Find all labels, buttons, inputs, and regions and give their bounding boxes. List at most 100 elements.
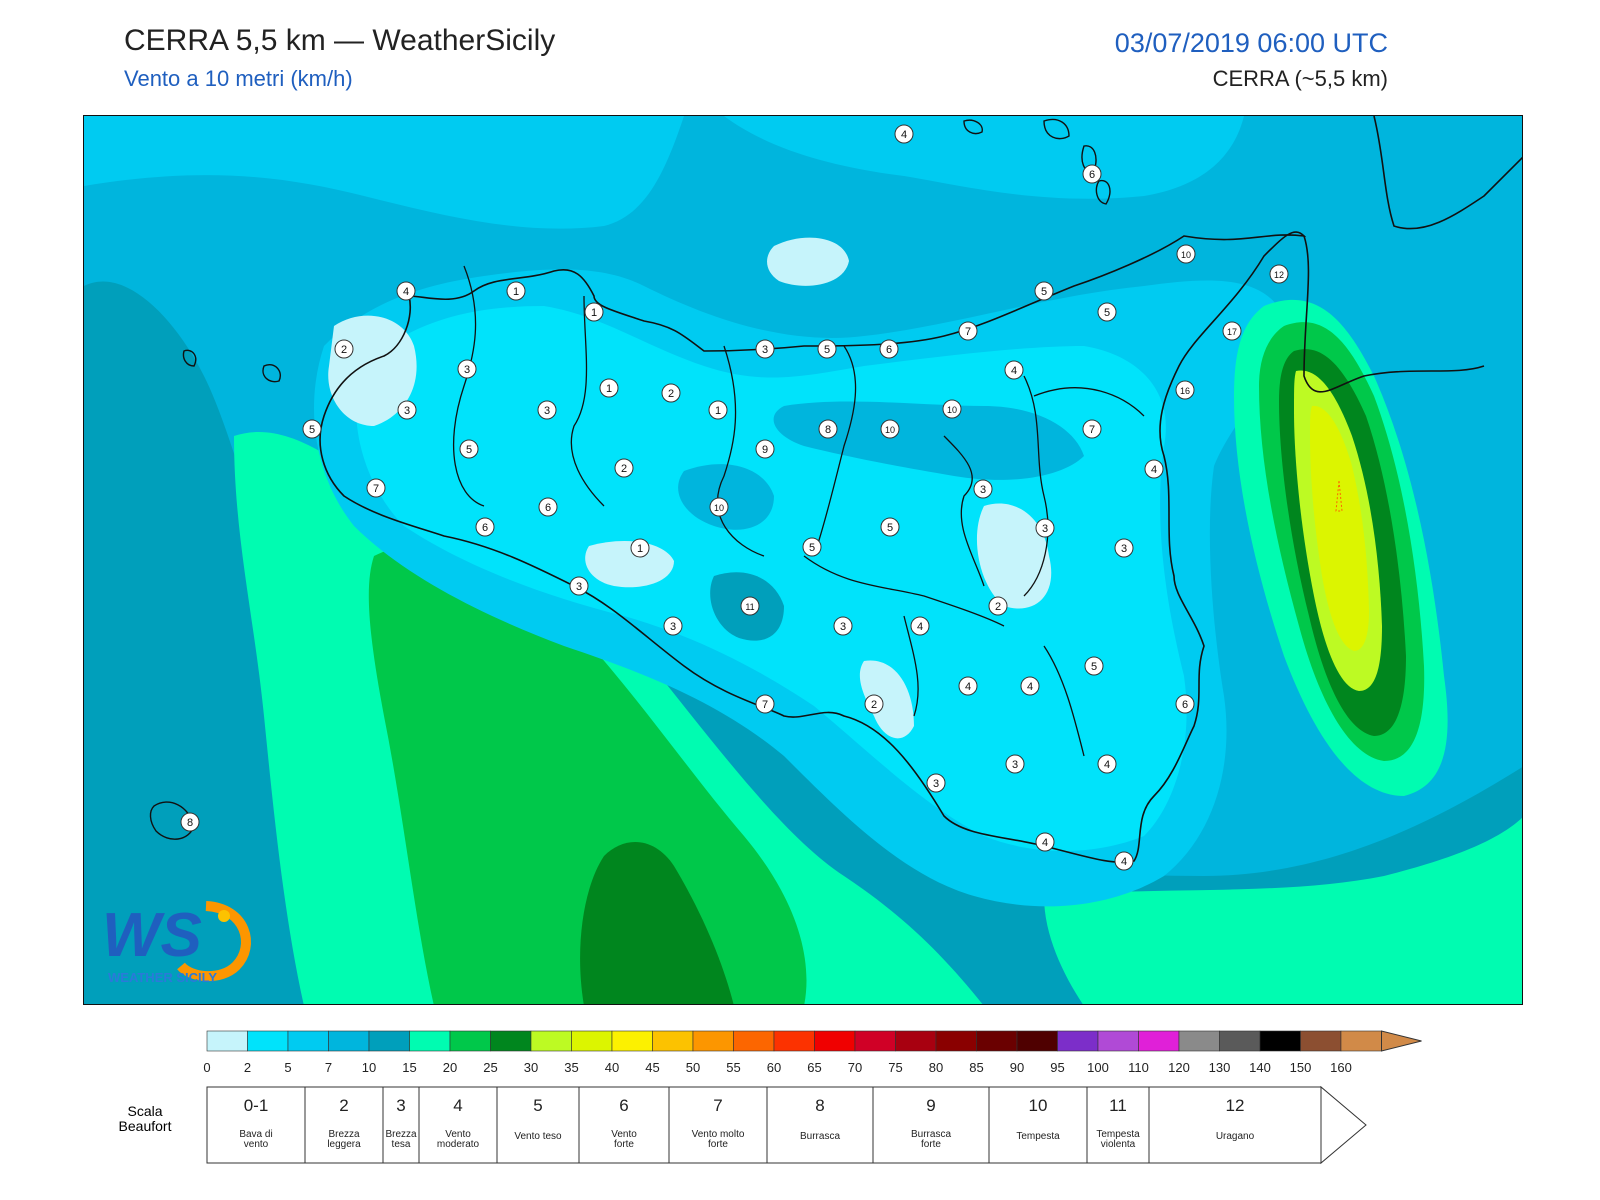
station-caltanissetta: 5 xyxy=(802,537,822,557)
colorbar-swatch xyxy=(814,1030,856,1052)
station-value: 4 xyxy=(901,129,907,141)
beaufort-description: tesa xyxy=(392,1139,411,1150)
colorbar-tick: 75 xyxy=(888,1060,902,1075)
logo-sun-arc xyxy=(177,901,251,982)
station-adrano: 3 xyxy=(973,479,993,499)
station-value: 6 xyxy=(886,344,892,356)
station-pantelleria: 8 xyxy=(180,812,200,832)
colorbar-tick: 130 xyxy=(1209,1060,1231,1075)
beaufort-description: forte xyxy=(921,1139,941,1150)
station-bagheria: 1 xyxy=(708,400,728,420)
station-value: 12 xyxy=(1274,270,1284,280)
colorbar-tick: 40 xyxy=(605,1060,619,1075)
station-value: 17 xyxy=(1227,327,1237,337)
colorbar-tick: 55 xyxy=(726,1060,740,1075)
logo-graphic: WS WEATHER SICILY xyxy=(102,901,251,985)
station-marker xyxy=(569,576,589,596)
station-marker xyxy=(1175,694,1195,714)
station-value: 3 xyxy=(404,405,410,417)
station-marsala: 3 xyxy=(457,359,477,379)
wind-map: 4 6 4 1 1 2 3 5 3 3 1 2 1 5 2 3 5 6 7 5 5 10 12 17 16 4 9 10 8 10 7 4 6 6… xyxy=(83,115,1523,1005)
colorbar-swatches xyxy=(206,1030,1382,1052)
station-nebrodi: 4 xyxy=(1004,360,1024,380)
station-marker xyxy=(1082,164,1102,184)
station-marker xyxy=(1222,321,1242,341)
station-marker xyxy=(1035,832,1055,852)
colorbar-tick: 30 xyxy=(524,1060,538,1075)
colorbar-tick: 90 xyxy=(1010,1060,1024,1075)
station-value: 4 xyxy=(1121,856,1127,868)
station-marker xyxy=(334,339,354,359)
station-ustica: 4 xyxy=(894,124,914,144)
station-value: 2 xyxy=(871,699,877,711)
station-catania: 3 xyxy=(1114,538,1134,558)
colorbar-swatch xyxy=(1340,1030,1382,1052)
logo-caption: WEATHER SICILY xyxy=(108,970,217,985)
colorbar-tick: 25 xyxy=(483,1060,497,1075)
colorbar-tick: 20 xyxy=(443,1060,457,1075)
station-marker xyxy=(1005,754,1025,774)
colorbar-tick: 2 xyxy=(244,1060,251,1075)
colorbar-swatch xyxy=(935,1030,977,1052)
station-marker xyxy=(942,399,962,419)
station-value: 3 xyxy=(1121,543,1127,555)
station-value: 3 xyxy=(464,364,470,376)
station-paterno: 3 xyxy=(1035,518,1055,538)
station-marker xyxy=(880,419,900,439)
station-bivona: 1 xyxy=(630,538,650,558)
beaufort-number: 6 xyxy=(619,1096,628,1115)
station-marker xyxy=(180,812,200,832)
station-marker xyxy=(599,378,619,398)
wind-band-15-20-se xyxy=(1044,817,1522,1004)
station-milazzo-area: 5 xyxy=(1034,281,1054,301)
beaufort-number: 4 xyxy=(453,1096,462,1115)
colorbar-swatch xyxy=(611,1030,653,1052)
station-value: 1 xyxy=(591,307,597,319)
logo-sun xyxy=(218,910,230,922)
station-value: 3 xyxy=(980,484,986,496)
colorbar-swatch xyxy=(409,1030,451,1052)
wind-ridge-sicani xyxy=(678,464,774,530)
colorbar-swatch xyxy=(490,1030,532,1052)
beaufort-box xyxy=(578,1086,670,1164)
map-subtitle: Vento a 10 metri (km/h) xyxy=(124,66,353,91)
beaufort-description: Tempesta xyxy=(1016,1131,1060,1142)
station-value: 5 xyxy=(466,444,472,456)
wind-calm-zone-5 xyxy=(859,660,914,739)
station-cefalu: 3 xyxy=(755,339,775,359)
station-capo-orlando: 7 xyxy=(958,321,978,341)
station-value: 1 xyxy=(715,405,721,417)
beaufort-box xyxy=(496,1086,580,1164)
station-marker xyxy=(475,517,495,537)
station-value: 10 xyxy=(1181,250,1191,260)
colorbar-swatch xyxy=(1300,1030,1342,1052)
wind-band-tyrrhenian xyxy=(84,116,684,229)
colorbar-tick: 15 xyxy=(402,1060,416,1075)
station-value: 7 xyxy=(762,699,768,711)
beaufort-number: 8 xyxy=(815,1096,824,1115)
station-value: 4 xyxy=(403,286,409,298)
beaufort-number: 5 xyxy=(533,1096,542,1115)
colorbar-tick: 70 xyxy=(848,1060,862,1075)
colorbar-swatch xyxy=(247,1030,289,1052)
station-value: 6 xyxy=(482,522,488,534)
station-value: 10 xyxy=(885,425,895,435)
station-value: 1 xyxy=(637,543,643,555)
beaufort-number: 3 xyxy=(396,1096,405,1115)
beaufort-box xyxy=(1148,1086,1322,1164)
beaufort-description: Vento molto xyxy=(692,1129,745,1140)
station-marker xyxy=(457,359,477,379)
colorbar-swatch xyxy=(1259,1030,1301,1052)
station-value: 4 xyxy=(1027,681,1033,693)
beaufort-description: leggera xyxy=(327,1139,361,1150)
station-value: 8 xyxy=(825,424,831,436)
colorbar-swatch xyxy=(530,1030,572,1052)
station-alcamo: 3 xyxy=(537,400,557,420)
station-marker xyxy=(1114,851,1134,871)
colorbar-swatch xyxy=(449,1030,491,1052)
beaufort-description: Brezza xyxy=(385,1129,417,1140)
station-palermo: 1 xyxy=(584,302,604,322)
station-nebrodi-west: 10 xyxy=(942,399,962,419)
station-santo-stefano: 6 xyxy=(879,339,899,359)
